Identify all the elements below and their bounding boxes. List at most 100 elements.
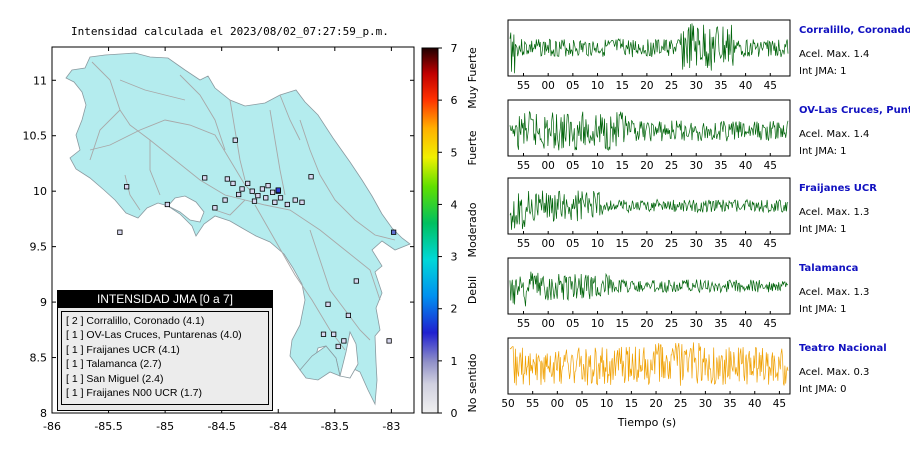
station-name: Corralillo, Coronado	[799, 25, 910, 36]
waveform-panels: 55 00 05 10 15 20 25 30 35 40 45 Corralillo, Corona…	[501, 19, 910, 429]
station-marker	[331, 331, 337, 337]
map-x-axis: -86 -85.5 -85 -84.5 -84 -83.5 -83	[43, 47, 400, 433]
waveform-tick-label: 25	[665, 238, 678, 250]
station-marker	[345, 312, 351, 319]
legend-item: [ 2 ] Corralillo, Coronado (4.1)	[66, 315, 205, 327]
waveform-tick-label: 05	[575, 398, 588, 410]
waveform-tick-label: 55	[517, 318, 530, 330]
waveform-tick-label: 15	[616, 318, 629, 330]
station-accel: Acel. Max. 0.3	[799, 367, 869, 378]
station-marker	[249, 188, 255, 194]
station-marker	[230, 180, 236, 187]
colorbar-tick-label: 3	[451, 251, 458, 264]
waveform-tick-label: 45	[764, 80, 777, 92]
map-y-tick-label: 10.5	[23, 130, 48, 143]
station-marker	[341, 338, 347, 344]
waveform-tick-label: 15	[616, 238, 629, 250]
station-marker	[284, 201, 290, 208]
station-accel: Acel. Max. 1.3	[799, 207, 869, 218]
station-accel: Acel. Max. 1.4	[799, 129, 869, 140]
waveform-tick-label: 00	[541, 238, 554, 250]
station-marker	[224, 176, 230, 182]
station-name: Teatro Nacional	[799, 343, 887, 354]
station-marker	[164, 201, 170, 208]
waveform-tick-label: 20	[649, 398, 662, 410]
waveform-tick-label: 10	[591, 318, 604, 330]
waveform-tick-label: 20	[640, 238, 653, 250]
colorbar-ticks: 0 1 2 3 4 5 6 7	[438, 42, 458, 420]
map-x-tick-label: -83.5	[321, 420, 349, 433]
waveform-tick-label: 30	[690, 160, 703, 172]
road-network	[89, 61, 396, 351]
waveform-tick-label: 30	[690, 80, 703, 92]
waveform-frame	[507, 257, 791, 315]
station-marker	[353, 278, 359, 284]
waveform-tick-label: 10	[591, 80, 604, 92]
colorbar-tick-label: 0	[451, 407, 458, 420]
map-y-tick-label: 9	[40, 296, 47, 309]
waveform-tick-label: 00	[551, 398, 564, 410]
station-marker	[232, 137, 238, 143]
colorbar-tick-label: 2	[451, 303, 458, 316]
waveform-tick-label: 30	[699, 398, 712, 410]
waveform-tick-label: 55	[517, 160, 530, 172]
golfo-dulce-water	[339, 330, 359, 379]
station-marker	[245, 180, 251, 187]
station-marker	[202, 175, 208, 181]
map-y-axis: 8 8.5 9 9.5 10 10.5 11	[23, 74, 414, 420]
station-intensity: Int JMA: 1	[799, 224, 847, 235]
station-intensity: Int JMA: 1	[799, 66, 847, 77]
waveform-tick-label: 45	[764, 160, 777, 172]
waveform-tick-label: 05	[566, 318, 579, 330]
waveform-tick-label: 25	[674, 398, 687, 410]
waveform-tick-label: 05	[566, 160, 579, 172]
map-y-tick-label: 10	[33, 185, 47, 198]
waveform-tick-label: 40	[739, 80, 752, 92]
colorbar-label: Debil	[466, 276, 479, 304]
map-frame	[51, 46, 415, 414]
map-x-tick-label: -86	[43, 420, 61, 433]
waveform-tick-label: 20	[640, 80, 653, 92]
waveform-tick-label: 45	[764, 318, 777, 330]
station-marker	[124, 184, 130, 190]
colorbar-label: Moderado	[466, 202, 479, 257]
waveform-tick-label: 15	[616, 80, 629, 92]
waveform-tick-label: 25	[665, 80, 678, 92]
legend-item: [ 1 ] Fraijanes UCR (4.1)	[66, 343, 180, 356]
waveform-trace	[509, 271, 789, 307]
colorbar-tick-label: 5	[451, 146, 458, 159]
station-markers	[117, 137, 397, 350]
waveform-tick-label: 10	[591, 238, 604, 250]
waveform-tick-label: 45	[773, 398, 786, 410]
map-x-tick-label: -84.5	[207, 420, 235, 433]
station-marker	[386, 338, 392, 344]
station-marker	[255, 193, 261, 199]
waveform-tick-label: 35	[714, 238, 727, 250]
waveform-tick-label: 20	[640, 318, 653, 330]
map-x-tick-label: -84	[269, 420, 287, 433]
station-accel: Acel. Max. 1.3	[799, 287, 869, 298]
station-marker	[299, 199, 305, 205]
legend-item: [ 1 ] San Miguel (2.4)	[66, 372, 164, 385]
intensity-colorbar: 0 1 2 3 4 5 6 7 No sentido Debil Moderado Fuert…	[421, 42, 479, 420]
legend-item: [ 1 ] Talamanca (2.7)	[66, 358, 162, 371]
colorbar-tick-label: 7	[451, 42, 458, 55]
map-y-tick-label: 11	[33, 74, 47, 87]
station-name: Fraijanes UCR	[799, 183, 877, 194]
station-marker	[236, 191, 242, 198]
osa-peninsula	[299, 345, 341, 381]
station-marker	[335, 343, 341, 350]
station-marker	[212, 205, 218, 211]
waveform-tick-label: 55	[526, 398, 539, 410]
waveform-tick-label: 40	[739, 238, 752, 250]
colorbar-tick-label: 4	[451, 198, 458, 211]
station-marker	[117, 229, 123, 235]
legend-title: INTENSIDAD JMA [0 a 7]	[58, 291, 272, 308]
waveform-tick-label: 20	[640, 160, 653, 172]
waveform-tick-label: 10	[600, 398, 613, 410]
nicoya-gulf-water	[167, 195, 205, 223]
station-intensity: Int JMA: 1	[799, 146, 847, 157]
map-y-tick-label: 8.5	[30, 352, 48, 365]
station-marker	[320, 331, 327, 337]
waveform-tick-label: 05	[566, 238, 579, 250]
